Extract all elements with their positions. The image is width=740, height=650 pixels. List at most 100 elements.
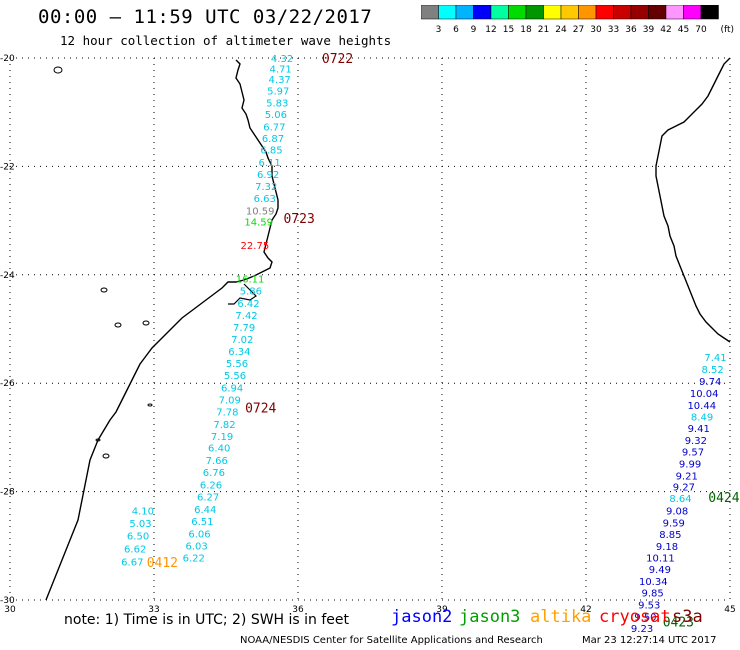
wave-height-label: 8.49 bbox=[691, 412, 713, 423]
wave-height-label: 5.97 bbox=[267, 87, 289, 98]
wave-height-label: 7.79 bbox=[233, 323, 255, 334]
wave-height-label: 8.85 bbox=[659, 530, 681, 541]
wave-height-label: 7.09 bbox=[219, 395, 241, 406]
wave-height-label: 6.51 bbox=[191, 517, 213, 528]
x-tick-label: 39 bbox=[436, 605, 448, 615]
footer-credit: NOAA/NESDIS Center for Satellite Applica… bbox=[240, 635, 543, 646]
wave-height-label: 9.32 bbox=[685, 436, 707, 447]
lake-outline bbox=[95, 438, 101, 442]
y-tick-label: -28 bbox=[0, 488, 15, 498]
color-scale-tick: 9 bbox=[471, 25, 477, 35]
wave-height-label: 6.87 bbox=[262, 134, 284, 145]
pass-time-label: 0724 bbox=[245, 402, 276, 417]
wave-height-label: 6.26 bbox=[200, 481, 222, 492]
wave-height-label: 6.42 bbox=[237, 299, 259, 310]
wave-height-label: 9.74 bbox=[699, 377, 721, 388]
coastline-layer bbox=[45, 57, 731, 601]
lake-outline bbox=[102, 453, 110, 459]
y-tick-label: -26 bbox=[0, 379, 15, 389]
satellite-jason2: jason2 bbox=[391, 607, 453, 627]
y-tick-label: -22 bbox=[0, 162, 15, 172]
color-scale-tick: 24 bbox=[555, 25, 567, 35]
footer-timestamp: Mar 23 12:27:14 UTC 2017 bbox=[582, 635, 717, 646]
pass-time-label: 0722 bbox=[322, 52, 353, 67]
wave-height-label: 6.11 bbox=[258, 158, 280, 169]
wave-height-label: 4.10 bbox=[132, 507, 154, 518]
x-tick-label: 36 bbox=[292, 605, 304, 615]
wave-height-label: 9.53 bbox=[638, 600, 660, 611]
page-title: 00:00 – 11:59 UTC 03/22/2017 bbox=[38, 6, 373, 28]
wave-height-label: 10.44 bbox=[687, 401, 716, 412]
wave-height-label: 9.57 bbox=[682, 447, 704, 458]
wave-height-label: 6.62 bbox=[124, 545, 146, 556]
wave-height-label: 9.59 bbox=[663, 518, 685, 529]
wave-height-label: 9.27 bbox=[673, 483, 695, 494]
color-scale-tick: 3 bbox=[436, 25, 442, 35]
wave-height-label: 6.44 bbox=[194, 505, 216, 516]
wave-height-label: 10.04 bbox=[690, 389, 719, 400]
wave-height-label: 6.77 bbox=[263, 122, 285, 133]
wave-height-label: 6.76 bbox=[203, 468, 225, 479]
wave-height-label: 16.11 bbox=[236, 275, 265, 286]
wave-height-label: 6.22 bbox=[183, 554, 205, 565]
color-scale-unit: (ft) bbox=[721, 25, 735, 35]
pass-time-label: 0423 bbox=[663, 616, 694, 631]
x-tick-label: 30 bbox=[4, 605, 16, 615]
wave-height-label: 5.06 bbox=[265, 110, 287, 121]
wave-height-label: 7.32 bbox=[255, 182, 277, 193]
wave-height-label: 7.02 bbox=[231, 335, 253, 346]
wave-height-label: 10.59 bbox=[246, 206, 275, 217]
wave-height-label: 7.66 bbox=[206, 456, 228, 467]
y-tick-label: -30 bbox=[0, 596, 15, 606]
wave-height-label: 6.40 bbox=[208, 444, 230, 455]
color-scale-tick: 18 bbox=[520, 25, 532, 35]
wave-height-label: 7.41 bbox=[704, 353, 726, 364]
footer-note: note: 1) Time is in UTC; 2) SWH is in fe… bbox=[64, 612, 350, 628]
wave-height-label: 6.27 bbox=[197, 492, 219, 503]
wave-height-label: 6.34 bbox=[228, 347, 250, 358]
wave-height-label: 10.34 bbox=[639, 577, 668, 588]
wave-height-label: 7.42 bbox=[235, 311, 257, 322]
y-tick-label: -24 bbox=[0, 271, 15, 281]
x-tick-label: 42 bbox=[580, 605, 591, 615]
wave-height-label: 9.85 bbox=[641, 588, 663, 599]
wave-height-label: 4.32 bbox=[271, 54, 293, 65]
pass-time-label: 0412 bbox=[147, 556, 178, 571]
wave-height-label: 6.85 bbox=[260, 146, 282, 157]
wave-height-label: 8.52 bbox=[701, 365, 723, 376]
color-scale-tick: 30 bbox=[590, 25, 602, 35]
color-scale-tick: 39 bbox=[643, 25, 655, 35]
color-scale-tick: 12 bbox=[485, 25, 496, 35]
wave-height-label: 7.82 bbox=[213, 420, 235, 431]
wave-height-label: 10.11 bbox=[646, 554, 675, 565]
wave-height-label: 6.50 bbox=[127, 532, 149, 543]
wave-height-label: 9.50 bbox=[634, 612, 656, 623]
color-scale-tick: 21 bbox=[538, 25, 549, 35]
wave-height-label: 6.06 bbox=[188, 529, 210, 540]
lake-outline bbox=[100, 287, 108, 293]
lake-outline bbox=[53, 66, 63, 74]
color-scale-tick: 42 bbox=[660, 25, 671, 35]
wave-height-label: 9.21 bbox=[676, 471, 698, 482]
satellite-altika: altika bbox=[530, 607, 592, 627]
wave-height-label: 6.67 bbox=[121, 558, 143, 569]
wave-height-label: 4.37 bbox=[269, 75, 291, 86]
color-scale-tick: 45 bbox=[678, 25, 689, 35]
wave-height-label: 5.86 bbox=[240, 287, 262, 298]
wave-height-label: 7.19 bbox=[211, 432, 233, 443]
lake-outline bbox=[114, 322, 122, 328]
pass-time-label: 0424 bbox=[708, 491, 739, 506]
wave-height-label: 6.03 bbox=[185, 541, 207, 552]
color-scale-tick: 6 bbox=[453, 25, 459, 35]
lake-outline bbox=[142, 320, 150, 326]
satellite-s3a: s3a bbox=[672, 607, 703, 627]
wave-height-label: 9.08 bbox=[666, 507, 688, 518]
wave-height-label: 9.18 bbox=[656, 542, 678, 553]
wave-height-label: 9.99 bbox=[679, 459, 701, 470]
x-tick-label: 33 bbox=[148, 605, 159, 615]
wave-height-label: 6.63 bbox=[254, 194, 276, 205]
lake-outline bbox=[147, 403, 153, 407]
wave-height-label: 14.59 bbox=[244, 218, 273, 229]
coastline-madagascar bbox=[655, 57, 731, 343]
